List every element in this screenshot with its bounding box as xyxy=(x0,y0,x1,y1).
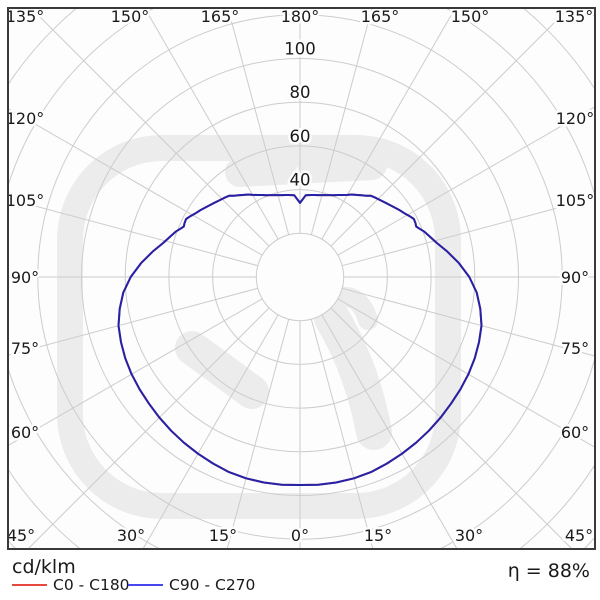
grid-spoke-60 xyxy=(337,298,595,448)
grid-spoke-240 xyxy=(8,107,263,256)
angle-label-left-3: 75° xyxy=(11,339,39,358)
plot-frame xyxy=(7,7,596,550)
center-blank-disc xyxy=(256,233,344,321)
legend-item-c0-c180: C0 - C180 xyxy=(12,576,130,594)
grid-spoke-255 xyxy=(8,198,258,267)
grid-spoke-300 xyxy=(8,298,263,447)
unit-label: cd/klm xyxy=(12,556,76,578)
legend-line-red-icon xyxy=(12,583,47,587)
legend-item-c90-c270: C90 - C270 xyxy=(128,576,255,594)
efficiency-label: η = 88% xyxy=(507,560,590,582)
watermark-logo xyxy=(57,135,461,519)
angle-label-bottom-6: 45° xyxy=(565,526,593,545)
grid-spoke-150 xyxy=(321,8,456,240)
angle-label-bottom-5: 30° xyxy=(455,526,483,545)
angle-label-right-1: 105° xyxy=(556,191,595,210)
angle-label-left-0: 120° xyxy=(6,109,45,128)
angle-label-top-0: 135° xyxy=(6,7,45,26)
radial-tick-label-40: 40 xyxy=(290,171,311,190)
radial-tick-label-80: 80 xyxy=(290,83,311,102)
angle-label-bottom-4: 15° xyxy=(364,526,392,545)
angle-label-left-1: 105° xyxy=(6,191,45,210)
angle-label-top-1: 150° xyxy=(111,7,150,26)
curve-c90-c270 xyxy=(117,193,483,486)
angle-label-bottom-2: 15° xyxy=(209,526,237,545)
angle-label-left-4: 60° xyxy=(11,423,39,442)
legend-line-blue-icon xyxy=(128,583,163,587)
grid-spoke-105 xyxy=(342,197,595,267)
grid-spoke-135 xyxy=(330,8,570,247)
angle-label-bottom-1: 30° xyxy=(117,526,145,545)
angle-label-right-2: 90° xyxy=(561,268,589,287)
watermark-ring xyxy=(57,135,461,519)
grid-spoke-285 xyxy=(8,287,258,356)
grid-spoke-330 xyxy=(142,314,279,549)
radial-tick-label-60: 60 xyxy=(290,127,311,146)
legend-label-c0-c180: C0 - C180 xyxy=(53,576,130,594)
angle-label-top-4: 165° xyxy=(361,7,400,26)
grid-spoke-345 xyxy=(226,319,290,549)
watermark-tail xyxy=(314,300,392,450)
angle-label-left-2: 90° xyxy=(11,268,39,287)
angle-label-bottom-0: 45° xyxy=(7,526,35,545)
grid-spoke-15 xyxy=(310,319,374,549)
angle-label-right-0: 120° xyxy=(556,109,595,128)
watermark-bar xyxy=(225,150,387,187)
angle-label-right-3: 75° xyxy=(561,339,589,358)
angle-label-right-4: 60° xyxy=(561,423,589,442)
grid-spoke-120 xyxy=(337,106,595,256)
grid-spoke-45 xyxy=(330,307,573,549)
angle-label-top-6: 135° xyxy=(555,7,594,26)
watermark-blob xyxy=(175,331,269,409)
legend-label-c90-c270: C90 - C270 xyxy=(169,576,256,594)
curves xyxy=(117,193,483,486)
grid-spoke-315 xyxy=(27,307,270,549)
angle-label-bottom-3: 0° xyxy=(291,526,309,545)
angle-label-top-5: 150° xyxy=(451,7,490,26)
radial-tick-label-100: 100 xyxy=(284,40,316,59)
angle-label-top-2: 165° xyxy=(201,7,240,26)
angle-label-top-3: 180° xyxy=(281,7,320,26)
grid-spoke-165 xyxy=(310,8,373,235)
labels: 40 60 80 100 135° 150° 165° 180° 165° 150° 135° 45°… xyxy=(3,5,597,548)
grid-spoke-210 xyxy=(144,8,279,240)
grid-spoke-75 xyxy=(342,287,595,357)
grid-spoke-195 xyxy=(227,8,290,235)
grid-spoke-30 xyxy=(321,314,458,549)
grid-spoke-225 xyxy=(30,8,270,247)
